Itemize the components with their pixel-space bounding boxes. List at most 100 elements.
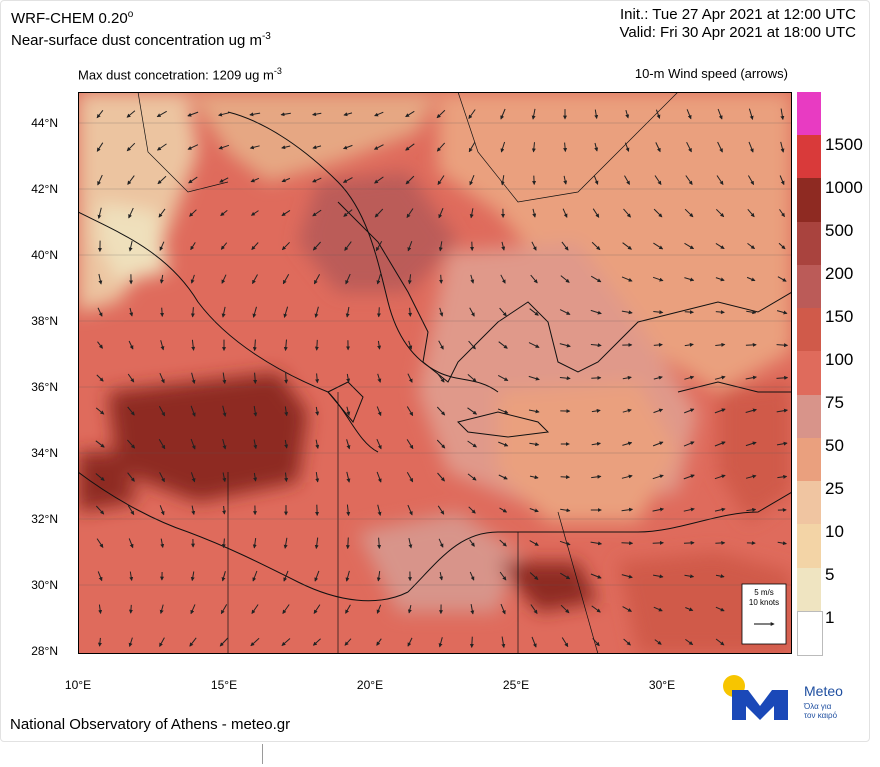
wind-arrow <box>283 570 289 582</box>
wind-arrow <box>95 407 105 415</box>
wind-arrow <box>591 605 601 613</box>
wind-arrow <box>346 406 351 416</box>
wind-arrow <box>469 208 474 219</box>
wind-arrow <box>407 274 412 285</box>
wind-arrow <box>500 108 506 120</box>
wind-arrow <box>312 112 322 117</box>
product-title: Near-surface dust concentration ug m <box>11 32 262 49</box>
wind-arrow <box>684 242 695 250</box>
wind-arrow <box>405 175 415 185</box>
wind-arrow <box>405 110 415 118</box>
figure-header-left: WRF-CHEM 0.20o Near-surface dust concent… <box>11 9 271 49</box>
init-time: Init.: Tue 27 Apr 2021 at 12:00 UTC <box>620 6 856 23</box>
wind-arrow <box>188 176 198 184</box>
wind-arrow <box>439 307 444 317</box>
wind-arrow <box>684 310 694 315</box>
wind-arrow <box>621 541 634 546</box>
colorbar-label: 10 <box>825 522 844 541</box>
wind-arrow <box>715 277 725 282</box>
wind-arrow <box>715 310 725 315</box>
wind-arrow <box>591 408 601 413</box>
dust-concentration-map: 5 m/s 10 knots <box>78 92 792 654</box>
colorbar-label: 50 <box>825 436 844 455</box>
wind-arrow <box>436 439 446 449</box>
wind-arrow <box>407 241 413 252</box>
wind-arrow <box>97 207 102 219</box>
lat-tick: 34°N <box>31 446 58 460</box>
wind-arrow <box>592 637 600 647</box>
wind-arrow <box>159 372 165 384</box>
colorbar-label: 150 <box>825 307 854 326</box>
wind-arrow <box>253 372 258 384</box>
wind-arrow <box>346 504 351 517</box>
wind-arrow <box>156 110 167 118</box>
wind-arrow <box>220 604 228 615</box>
wind-arrow <box>252 306 257 318</box>
wind-arrow <box>498 341 508 349</box>
wind-arrow <box>407 604 412 614</box>
lat-tick: 36°N <box>31 380 58 394</box>
colorbar-label: 1 <box>825 608 835 627</box>
wind-arrow <box>747 175 755 186</box>
wind-arrow <box>95 440 105 448</box>
wind-arrow <box>312 177 322 183</box>
wind-arrow <box>685 638 694 646</box>
meteo-logo[interactable] <box>722 674 862 726</box>
wind-arrow <box>159 505 165 516</box>
wind-arrow <box>218 112 230 117</box>
wind-arrow <box>376 604 382 614</box>
wind-arrow <box>438 637 443 648</box>
wind-arrow <box>745 375 757 380</box>
wind-arrow <box>683 507 695 512</box>
wind-key-knots: 10 knots <box>749 598 779 607</box>
colorbar-label: 500 <box>825 221 854 240</box>
logo-m-icon <box>732 690 788 720</box>
lat-tick: 42°N <box>31 182 58 196</box>
wind-arrow <box>716 175 724 186</box>
colorbar-label: 1000 <box>825 178 863 197</box>
wind-arrow <box>190 472 196 483</box>
wind-arrow <box>747 242 756 250</box>
wind-arrow <box>560 275 570 283</box>
wind-arrow <box>684 208 694 218</box>
wind-arrow <box>253 405 258 417</box>
wind-arrow <box>559 309 571 315</box>
wind-arrow <box>653 574 664 579</box>
wind-arrow <box>559 376 571 381</box>
wind-arrow <box>407 504 413 516</box>
wind-arrow <box>191 505 196 516</box>
wind-arrow <box>653 342 663 347</box>
wind-arrow <box>406 439 414 450</box>
wind-arrow <box>531 636 537 648</box>
wind-arrow <box>468 142 476 153</box>
wind-arrow <box>715 242 725 250</box>
wind-arrow <box>190 571 195 582</box>
wind-arrow <box>252 339 257 352</box>
wind-arrow <box>127 406 135 416</box>
wind-arrow <box>250 177 260 183</box>
wind-arrow <box>342 177 353 183</box>
wind-arrow <box>590 573 602 579</box>
wind-arrow <box>591 474 602 479</box>
wind-arrow <box>252 570 258 582</box>
colorbar-cell <box>797 437 821 482</box>
wind-arrow <box>129 571 134 582</box>
wind-arrow <box>220 210 228 217</box>
country-borders <box>137 92 679 654</box>
wind-arrow <box>252 538 257 549</box>
lat-tick: 32°N <box>31 512 58 526</box>
lat-tick: 28°N <box>31 644 58 658</box>
wind-arrow <box>468 109 476 120</box>
wind-arrow <box>776 375 789 380</box>
wind-arrow <box>343 209 353 217</box>
wind-arrow <box>128 240 133 252</box>
wind-arrow <box>683 474 695 480</box>
wind-arrow <box>252 274 258 285</box>
wind-arrow <box>652 441 664 447</box>
wind-arrow <box>622 408 632 413</box>
colorbar-label: 5 <box>825 565 835 584</box>
wind-arrow <box>283 306 289 318</box>
colorbar-cell <box>797 92 821 136</box>
wind-arrow <box>408 537 413 549</box>
wind-arrow <box>779 175 785 186</box>
